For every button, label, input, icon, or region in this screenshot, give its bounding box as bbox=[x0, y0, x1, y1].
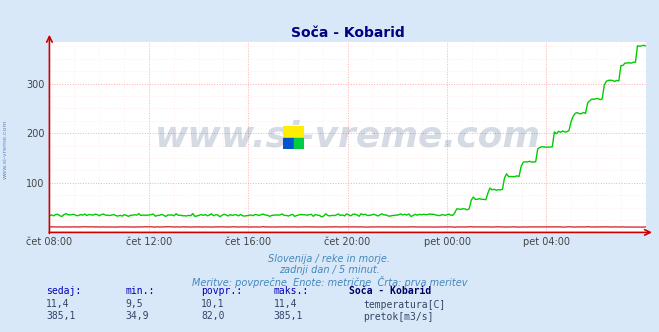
Text: 82,0: 82,0 bbox=[201, 311, 225, 321]
Text: 34,9: 34,9 bbox=[125, 311, 149, 321]
Text: 11,4: 11,4 bbox=[46, 299, 70, 309]
Text: temperatura[C]: temperatura[C] bbox=[363, 300, 445, 310]
Text: Soča - Kobarid: Soča - Kobarid bbox=[349, 286, 432, 296]
Text: 385,1: 385,1 bbox=[46, 311, 76, 321]
Text: povpr.:: povpr.: bbox=[201, 286, 242, 296]
Text: min.:: min.: bbox=[125, 286, 155, 296]
Text: maks.:: maks.: bbox=[273, 286, 308, 296]
Text: www.si-vreme.com: www.si-vreme.com bbox=[155, 120, 540, 154]
Bar bbox=[283, 126, 304, 138]
Text: www.si-vreme.com: www.si-vreme.com bbox=[3, 120, 8, 179]
Text: 385,1: 385,1 bbox=[273, 311, 303, 321]
Bar bbox=[294, 138, 304, 149]
Title: Soča - Kobarid: Soča - Kobarid bbox=[291, 26, 405, 40]
Text: pretok[m3/s]: pretok[m3/s] bbox=[363, 312, 434, 322]
Text: Slovenija / reke in morje.: Slovenija / reke in morje. bbox=[268, 254, 391, 264]
Text: sedaj:: sedaj: bbox=[46, 286, 81, 296]
Text: zadnji dan / 5 minut.: zadnji dan / 5 minut. bbox=[279, 265, 380, 275]
Text: 9,5: 9,5 bbox=[125, 299, 143, 309]
Text: Meritve: povprečne  Enote: metrične  Črta: prva meritev: Meritve: povprečne Enote: metrične Črta:… bbox=[192, 276, 467, 288]
Text: 11,4: 11,4 bbox=[273, 299, 297, 309]
Text: 10,1: 10,1 bbox=[201, 299, 225, 309]
Bar bbox=[283, 138, 294, 149]
